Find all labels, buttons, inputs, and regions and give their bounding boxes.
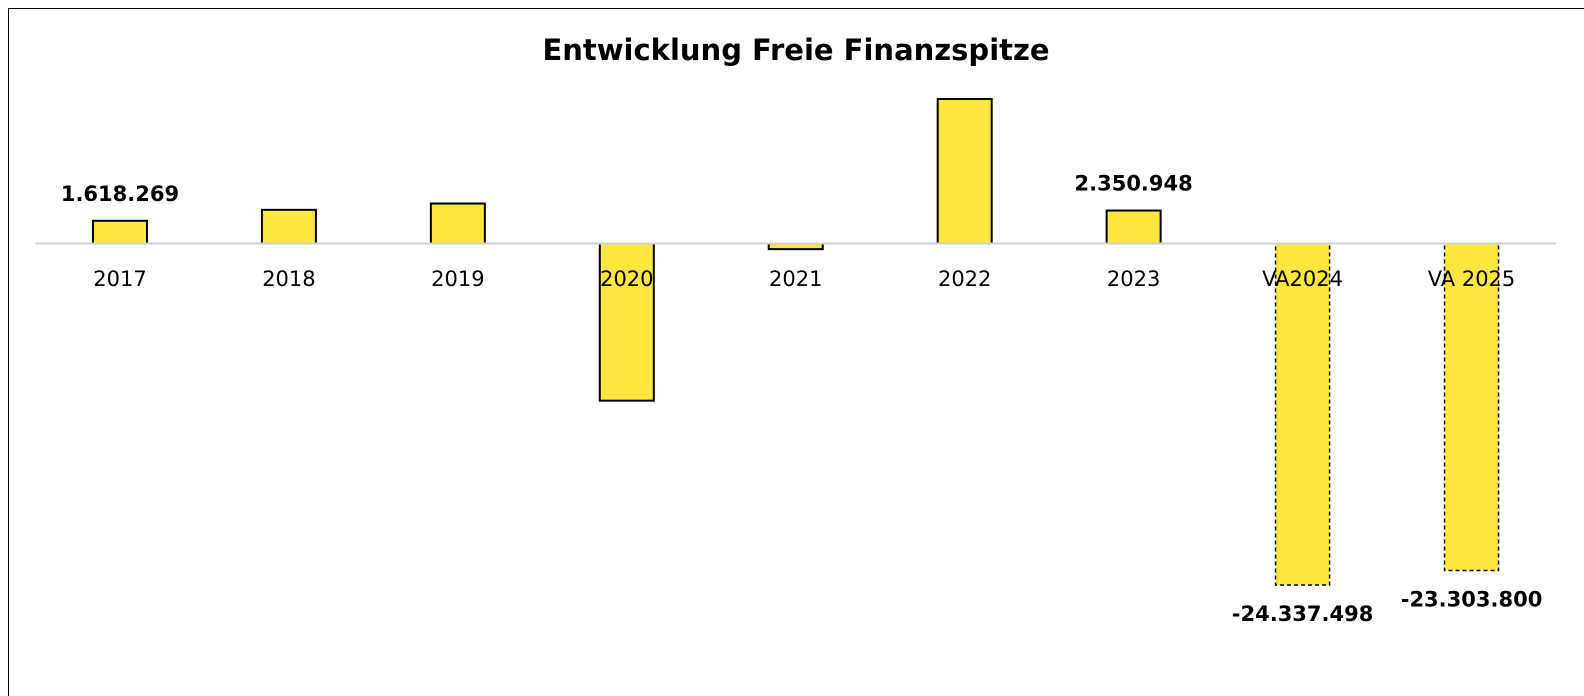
x-tick-label: 2021 [769, 267, 822, 291]
data-label: -24.337.498 [1232, 602, 1374, 626]
bar [429, 202, 486, 245]
chart-frame [8, 8, 1584, 696]
bar [1274, 242, 1331, 586]
x-tick-label: 2018 [262, 267, 315, 291]
x-tick-label: 2020 [600, 267, 653, 291]
x-tick-label: 2019 [431, 267, 484, 291]
bar [598, 242, 655, 402]
x-tick-label: VA 2025 [1428, 267, 1516, 291]
data-label: 2.350.948 [1075, 172, 1193, 196]
chart-title: Entwicklung Freie Finanzspitze [542, 33, 1049, 67]
bar [260, 208, 317, 245]
bar [1105, 209, 1162, 245]
bar [91, 219, 148, 245]
x-tick-label: VA2024 [1262, 267, 1343, 291]
data-label: 1.618.269 [61, 182, 179, 206]
bar [936, 98, 993, 245]
x-tick-label: 2022 [938, 267, 991, 291]
bar [1443, 242, 1500, 572]
x-tick-label: 2017 [93, 267, 146, 291]
x-tick-label: 2023 [1107, 267, 1160, 291]
data-label: -23.303.800 [1401, 587, 1543, 611]
